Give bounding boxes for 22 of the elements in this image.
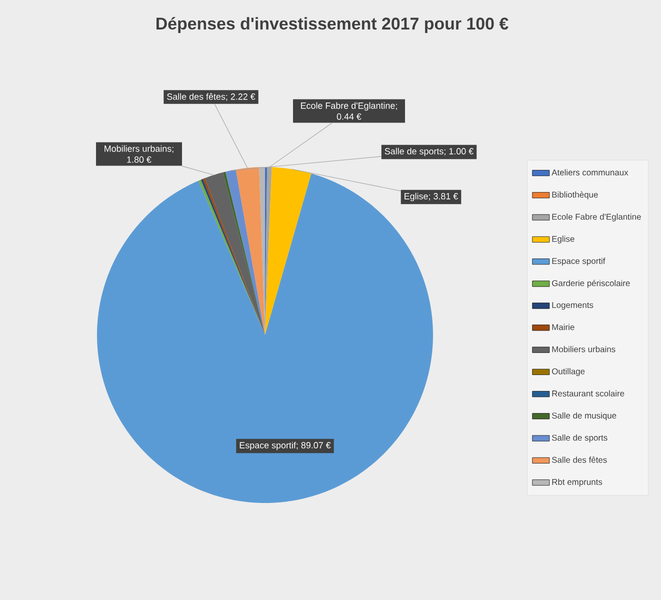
data-label: Salle des fêtes; 2.22 € xyxy=(167,93,256,101)
legend-label: Ateliers communaux xyxy=(552,169,628,176)
legend-label: Salle des fêtes xyxy=(552,456,607,463)
legend-label: Garderie périscolaire xyxy=(552,280,630,288)
legend-label: Bibliothèque xyxy=(552,191,598,200)
legend-label: Espace sportif xyxy=(552,258,606,266)
legend-label: Ecole Fabre d'Eglantine xyxy=(552,214,641,222)
data-label: Mobiliers urbains; 1.80 € xyxy=(104,145,174,163)
data-label: Espace sportif; 89.07 € xyxy=(240,442,331,450)
legend-label: Outillage xyxy=(552,368,585,376)
legend-label: Logements xyxy=(552,302,594,310)
legend-label: Salle de sports xyxy=(552,434,608,442)
data-label: Ecole Fabre d'Eglantine; 0.44 € xyxy=(301,102,397,120)
legend-label: Mairie xyxy=(552,324,574,330)
legend-label: Salle de musique xyxy=(552,412,616,420)
data-label: Eglise; 3.81 € xyxy=(404,192,458,202)
legend-label: Mobiliers urbains xyxy=(552,346,616,352)
chart-title: Dépenses d'investissement 2017 pour 100 € xyxy=(156,17,508,33)
data-label: Salle de sports; 1.00 € xyxy=(384,148,474,156)
legend-label: Rbt emprunts xyxy=(552,478,602,487)
legend-label: Eglise xyxy=(552,236,574,244)
legend-label: Restaurant scolaire xyxy=(552,390,624,396)
